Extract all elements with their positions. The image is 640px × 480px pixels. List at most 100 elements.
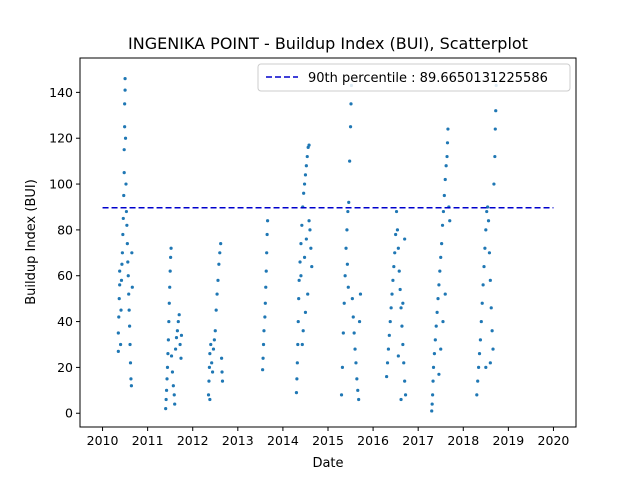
data-point: [173, 347, 178, 351]
data-point: [123, 77, 127, 81]
data-point: [345, 228, 349, 232]
data-point: [341, 331, 345, 335]
data-point: [297, 297, 301, 301]
data-point: [299, 274, 303, 278]
data-point: [126, 274, 130, 278]
data-point: [214, 308, 218, 312]
y-tick-label: 140: [49, 85, 73, 100]
data-point: [116, 349, 120, 353]
data-point: [118, 269, 122, 273]
data-point: [385, 361, 390, 365]
data-point: [434, 324, 438, 328]
data-point: [304, 164, 308, 168]
data-point: [357, 319, 362, 324]
data-point: [340, 365, 345, 370]
data-point: [166, 338, 170, 342]
data-point: [208, 352, 212, 356]
data-point: [261, 342, 266, 347]
data-point: [493, 127, 497, 131]
data-point: [439, 255, 443, 259]
data-point: [265, 251, 269, 255]
data-point: [477, 352, 482, 356]
data-point: [167, 319, 171, 324]
x-tick-label: 2011: [132, 433, 164, 448]
data-point: [342, 301, 346, 305]
x-tick-label: 2012: [177, 433, 209, 448]
data-point: [307, 143, 311, 147]
x-tick-label: 2013: [222, 433, 254, 448]
data-point: [212, 338, 216, 342]
data-point: [435, 310, 439, 314]
data-point: [485, 209, 489, 214]
data-point: [121, 216, 125, 221]
data-point: [483, 246, 487, 250]
data-point: [167, 301, 171, 305]
y-axis-ticks: 0 20 40 60 80 100 120 140: [49, 85, 80, 421]
y-tick-label: 80: [57, 222, 73, 237]
x-axis-ticks: 2010 2011 2012 2013 2014 2015 2016 2017 2018 2019…: [87, 427, 569, 448]
data-point: [440, 223, 445, 227]
data-point: [295, 361, 299, 365]
data-point: [301, 329, 305, 333]
data-point: [339, 393, 344, 397]
data-point: [403, 237, 407, 241]
data-point: [484, 228, 488, 232]
y-tick-label: 20: [57, 360, 73, 375]
data-point: [123, 125, 127, 129]
data-point: [480, 301, 484, 305]
data-point: [394, 232, 398, 237]
data-point: [385, 374, 389, 379]
data-point: [169, 246, 173, 250]
data-point: [357, 397, 361, 402]
data-points: [116, 77, 498, 413]
data-point: [127, 308, 131, 312]
data-point: [396, 354, 400, 358]
data-point: [296, 342, 300, 347]
y-tick-label: 120: [49, 131, 73, 146]
data-point: [216, 278, 220, 282]
data-point: [348, 125, 353, 129]
data-point: [117, 297, 121, 301]
data-point: [127, 292, 131, 296]
data-point: [431, 365, 436, 370]
data-point: [347, 200, 351, 204]
data-point: [215, 292, 219, 296]
data-point: [310, 264, 314, 269]
data-point: [494, 109, 498, 113]
data-point: [119, 308, 123, 312]
x-tick-label: 2016: [357, 433, 389, 448]
y-tick-label: 60: [57, 268, 73, 283]
data-point: [401, 342, 405, 347]
data-point: [390, 292, 394, 296]
data-point: [487, 251, 492, 255]
data-point: [493, 154, 497, 159]
data-point: [430, 402, 434, 406]
data-point: [482, 264, 486, 269]
data-point: [490, 329, 494, 333]
data-point: [398, 287, 402, 292]
data-point: [206, 393, 211, 397]
data-point: [303, 310, 308, 314]
data-point: [445, 154, 449, 159]
data-point: [440, 242, 444, 246]
data-point: [164, 388, 169, 392]
data-point: [492, 182, 496, 186]
data-point: [123, 102, 127, 106]
data-point: [128, 342, 132, 347]
data-point: [297, 278, 301, 282]
data-point: [178, 342, 182, 347]
data-point: [400, 324, 404, 328]
data-point: [438, 269, 442, 273]
data-point: [309, 246, 313, 250]
data-point: [389, 306, 393, 310]
data-point: [170, 370, 175, 374]
data-point: [118, 342, 123, 347]
data-point: [353, 347, 357, 351]
data-point: [118, 283, 122, 287]
x-tick-label: 2017: [402, 433, 434, 448]
data-point: [308, 228, 312, 232]
data-point: [168, 285, 172, 289]
data-point: [442, 193, 446, 198]
data-point: [350, 297, 354, 301]
data-point: [302, 255, 307, 259]
